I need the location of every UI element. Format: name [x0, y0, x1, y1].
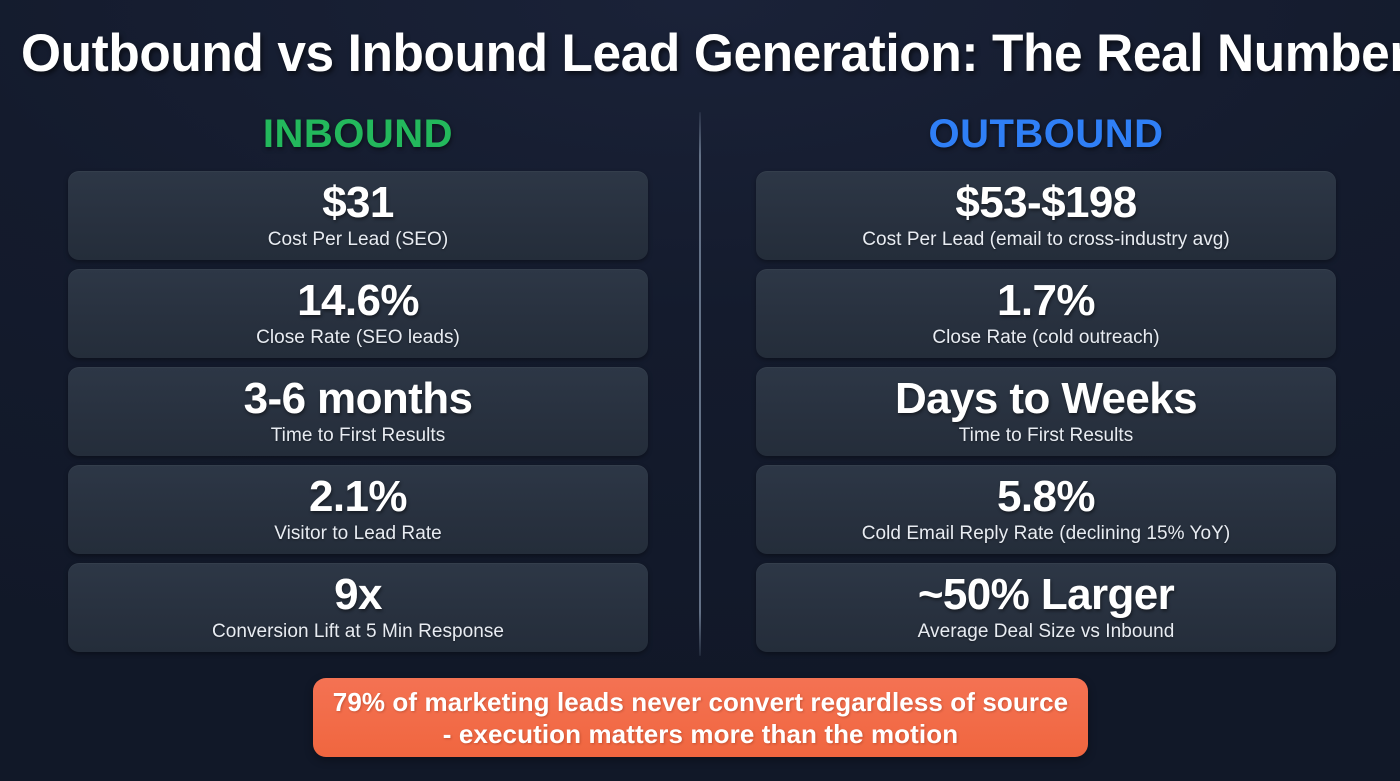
- stat-label: Visitor to Lead Rate: [274, 523, 442, 544]
- stat-label: Time to First Results: [958, 425, 1134, 446]
- stat-card: $53-$198 Cost Per Lead (email to cross-i…: [756, 171, 1336, 260]
- stat-card: 3-6 months Time to First Results: [68, 367, 648, 456]
- stat-value: $53-$198: [955, 178, 1137, 227]
- stat-card: Days to Weeks Time to First Results: [756, 367, 1336, 456]
- stat-value: ~50% Larger: [917, 570, 1175, 619]
- stat-card: 5.8% Cold Email Reply Rate (declining 15…: [756, 465, 1336, 554]
- footer-callout-text: 79% of marketing leads never convert reg…: [333, 686, 1068, 750]
- stat-card: 1.7% Close Rate (cold outreach): [756, 269, 1336, 358]
- stat-label: Close Rate (cold outreach): [932, 327, 1160, 348]
- stat-label: Conversion Lift at 5 Min Response: [211, 621, 505, 642]
- page-title: Outbound vs Inbound Lead Generation: The…: [21, 24, 1400, 83]
- stat-label: Cost Per Lead (SEO): [267, 229, 449, 250]
- column-heading-outbound: OUTBOUND: [928, 112, 1164, 156]
- footer-callout-line-2: - execution matters more than the motion: [442, 718, 959, 749]
- stat-value: 14.6%: [297, 276, 419, 325]
- column-heading-inbound: INBOUND: [262, 112, 454, 156]
- stat-value: 5.8%: [997, 472, 1095, 521]
- stat-card: 9x Conversion Lift at 5 Min Response: [68, 563, 648, 652]
- stat-card: ~50% Larger Average Deal Size vs Inbound: [756, 563, 1336, 652]
- stat-column-inbound: $31 Cost Per Lead (SEO) 14.6% Close Rate…: [68, 171, 648, 652]
- footer-callout-banner: 79% of marketing leads never convert reg…: [313, 678, 1088, 757]
- stat-label: Close Rate (SEO leads): [256, 327, 460, 348]
- stat-value: Days to Weeks: [895, 374, 1198, 423]
- stat-value: 1.7%: [997, 276, 1095, 325]
- stat-card: $31 Cost Per Lead (SEO): [68, 171, 648, 260]
- column-divider: [699, 112, 701, 656]
- footer-callout-line-1: 79% of marketing leads never convert reg…: [332, 686, 1069, 717]
- stat-label: Cold Email Reply Rate (declining 15% YoY…: [861, 523, 1231, 544]
- stat-value: 2.1%: [309, 472, 407, 521]
- stat-card: 14.6% Close Rate (SEO leads): [68, 269, 648, 358]
- stat-value: 3-6 months: [243, 374, 473, 423]
- stat-column-outbound: $53-$198 Cost Per Lead (email to cross-i…: [756, 171, 1336, 652]
- stat-label: Cost Per Lead (email to cross-industry a…: [862, 229, 1230, 250]
- stat-card: 2.1% Visitor to Lead Rate: [68, 465, 648, 554]
- stat-label: Average Deal Size vs Inbound: [917, 621, 1175, 642]
- stat-label: Time to First Results: [270, 425, 446, 446]
- stat-value: 9x: [334, 570, 382, 619]
- stat-value: $31: [322, 178, 394, 227]
